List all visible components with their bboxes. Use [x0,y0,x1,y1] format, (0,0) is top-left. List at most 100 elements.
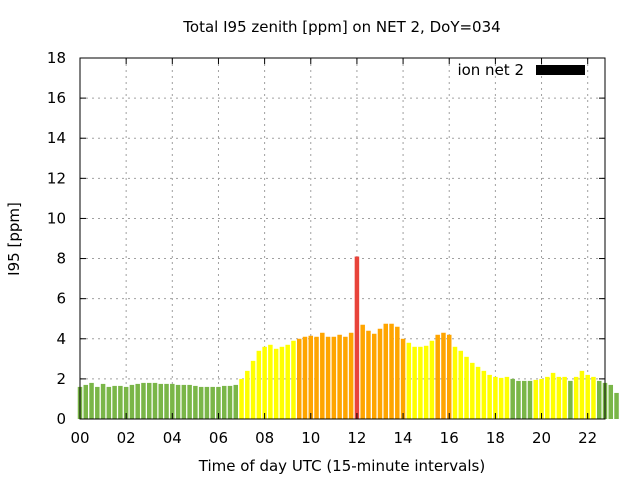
bar [550,372,556,419]
bar [568,380,573,419]
bar [360,324,365,419]
x-tick-label: 20 [532,429,551,447]
bar [556,376,562,419]
y-tick-label: 18 [47,49,66,67]
bar [331,336,337,419]
bar [198,386,204,419]
bars [77,256,619,419]
x-tick-labels: 00 02 04 06 08 10 12 14 16 18 20 22 [70,429,597,447]
bar [377,328,383,419]
y-tick-label: 6 [56,290,66,308]
bar [152,382,158,419]
bar [596,380,602,419]
bar [95,386,100,419]
bar [452,346,458,419]
bar [118,385,123,419]
bar [400,338,406,419]
bar [273,348,279,419]
bar [354,256,360,419]
x-tick-label: 16 [440,429,459,447]
y-tick-labels: 0 2 4 6 8 10 12 14 16 18 [47,49,66,428]
chart-title: Total I95 zenith [ppm] on NET 2, DoY=034 [182,18,500,36]
bar [135,383,140,419]
bar [314,336,319,419]
bar [175,384,181,419]
x-tick-label: 14 [394,429,413,447]
bar [585,374,590,419]
bar [441,332,446,419]
bar [406,342,412,419]
bar [464,356,469,419]
legend: ion net 2 [457,61,585,79]
y-tick-label: 2 [56,370,66,388]
bar [481,370,487,419]
legend-label: ion net 2 [457,61,524,79]
x-axis-title: Time of day UTC (15-minute intervals) [198,457,485,475]
bar [112,385,117,419]
legend-swatch [536,65,585,75]
bar [395,326,400,419]
bar [383,323,389,419]
bar [337,334,342,419]
bar [470,362,475,419]
bar [389,323,394,419]
x-tick-label: 10 [301,429,320,447]
bar [193,385,198,419]
bar [89,382,94,419]
y-tick-label: 12 [47,169,66,187]
bar [129,384,135,419]
bar [608,384,614,419]
bar [216,386,221,419]
x-tick-label: 18 [486,429,505,447]
bar [573,376,579,419]
y-tick-label: 10 [47,209,66,227]
bar [187,384,192,419]
bar [412,346,417,419]
bar [614,392,619,419]
bar [348,332,354,419]
bar [533,379,539,419]
bar [106,386,112,419]
bar [170,383,175,419]
bar [545,376,550,419]
bar [423,345,429,419]
bar [245,370,250,419]
bar [325,336,331,419]
bar [256,350,262,419]
plot-frame [79,57,606,420]
bar [262,346,267,419]
x-tick-label: 04 [163,429,182,447]
bar [164,383,169,419]
y-tick-label: 4 [56,330,66,348]
x-tick-label: 06 [209,429,228,447]
bar [579,370,585,419]
bar [521,380,527,419]
bar [510,378,515,419]
x-tick-label: 12 [347,429,366,447]
bar [446,334,452,419]
bar [146,382,152,419]
bar [429,340,435,419]
x-tick-label: 00 [70,429,89,447]
bar [418,346,423,419]
bar [100,383,106,419]
bar [308,335,314,419]
bar [285,344,290,419]
bar [210,386,215,419]
bar [181,384,187,419]
bar [591,376,596,419]
bar [141,382,146,419]
grid [80,58,605,419]
x-tick-label: 02 [117,429,136,447]
bar [158,383,164,419]
bar [221,385,227,419]
bar [296,338,302,419]
bar [435,334,440,419]
bar [562,376,567,419]
bar [498,377,504,419]
y-tick-label: 8 [56,250,66,268]
bar [227,385,233,419]
bar [539,378,544,419]
bar [493,376,498,419]
